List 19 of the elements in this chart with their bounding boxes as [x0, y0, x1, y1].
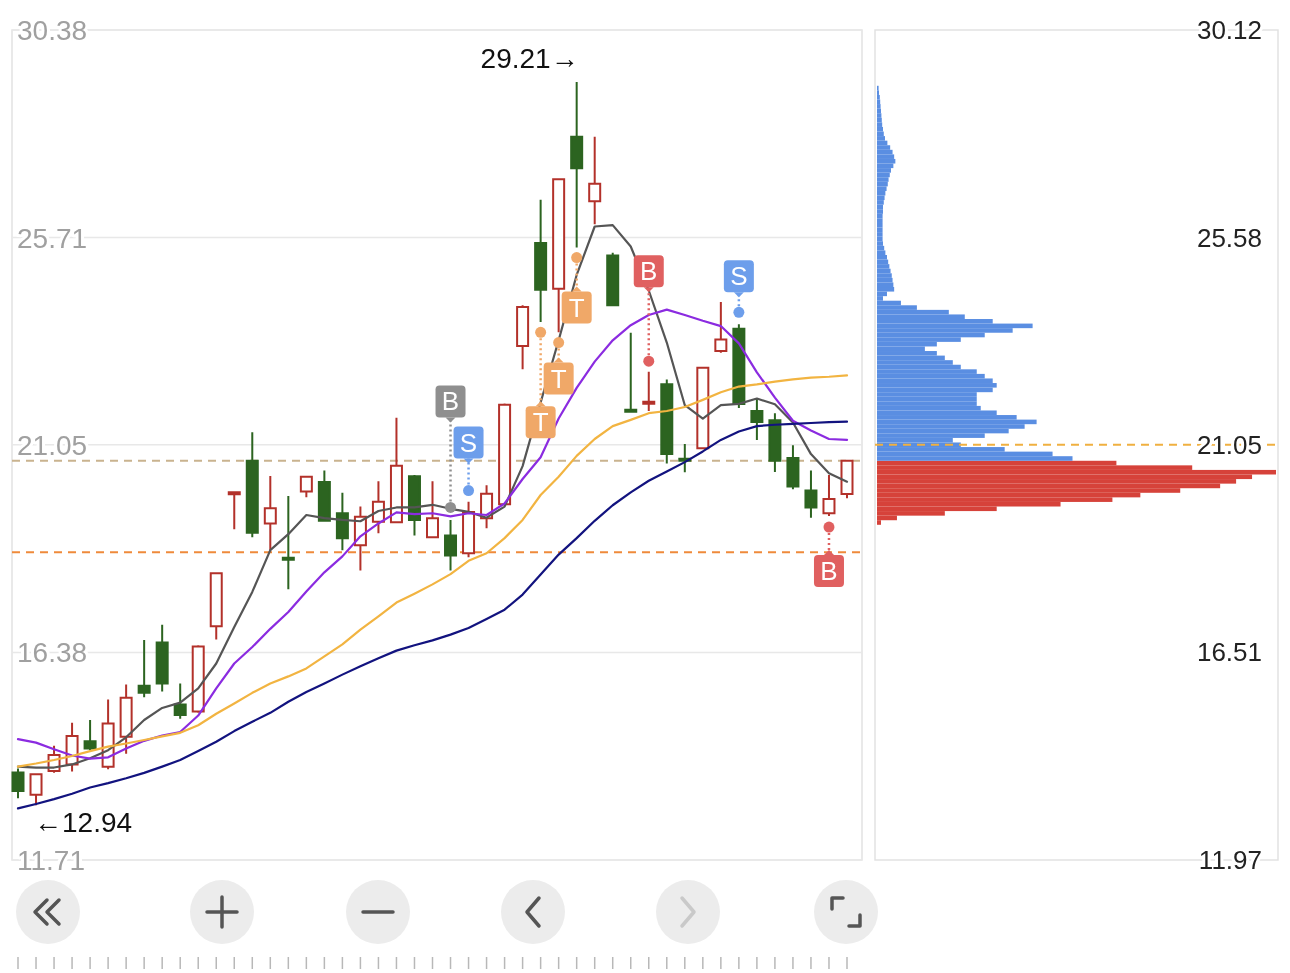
data-label: T: [568, 292, 585, 323]
data-label: S: [459, 427, 478, 458]
data-label: T: [532, 407, 549, 438]
data-label: B: [640, 256, 658, 287]
annotation: ←12.94: [34, 807, 133, 839]
y-tick-label: 11.71: [17, 844, 85, 876]
data-label: S: [730, 261, 748, 292]
data-label: B: [820, 556, 838, 587]
y-tick-label: 30.12: [1196, 15, 1262, 45]
y-tick-label: 16.38: [17, 636, 88, 668]
data-label: B: [441, 386, 460, 417]
y-tick-label: 21.05: [17, 429, 88, 461]
y-tick-label: 25.71: [17, 222, 88, 254]
y-tick-label: 30.38: [17, 14, 88, 46]
y-tick-label: 16.51: [1196, 637, 1262, 668]
y-tick-label: 25.58: [1196, 222, 1262, 253]
annotation: 29.21→: [480, 43, 579, 75]
y-tick-label: 11.97: [1198, 845, 1262, 875]
data-label: T: [550, 363, 567, 394]
